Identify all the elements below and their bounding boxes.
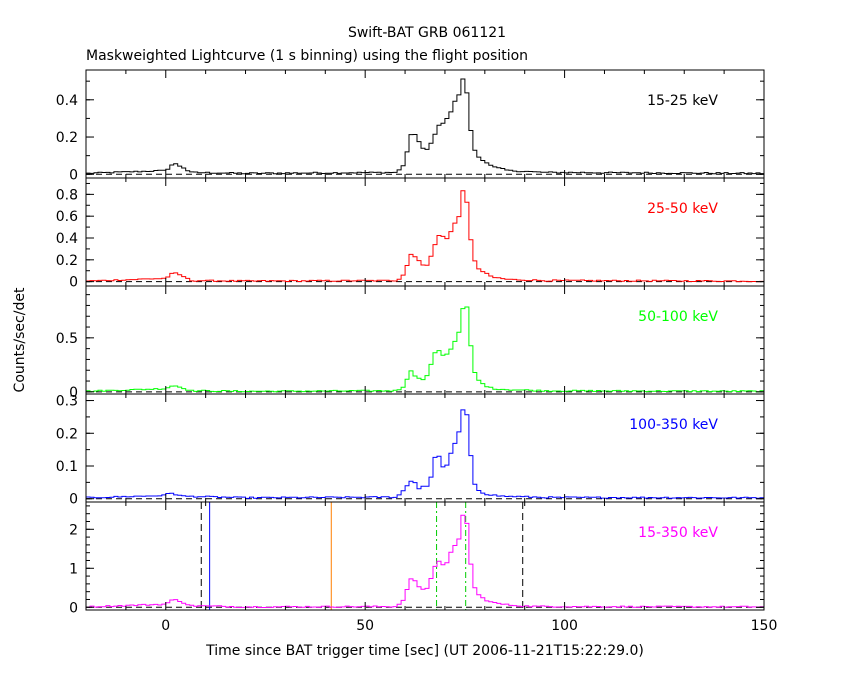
y-tick-label: 0.4 — [56, 93, 78, 109]
y-tick-label: 0.5 — [56, 331, 78, 347]
panel-0: 0 0.2 0.4 15-25 keV — [56, 69, 765, 183]
lightcurve-line — [86, 190, 764, 283]
panel-3: 0 0.1 0.2 0.3 100-350 keV — [56, 393, 765, 508]
y-tick-label: 1 — [69, 561, 78, 577]
band-label: 15-25 keV — [647, 93, 718, 109]
y-tick-label: 0 — [69, 600, 78, 616]
panel-1: 0 0.2 0.4 0.6 0.8 25-50 keV — [56, 177, 765, 291]
panel-frame — [85, 69, 765, 179]
chart-subtitle: Maskweighted Lightcurve (1 s binning) us… — [86, 48, 528, 64]
lightcurve-line — [86, 78, 764, 175]
band-label: 25-50 keV — [647, 201, 718, 217]
y-tick-label: 0 — [69, 275, 78, 291]
chart-title: Swift-BAT GRB 061121 — [348, 25, 506, 41]
lightcurve-line — [86, 306, 764, 393]
x-tick-label: 100 — [551, 618, 578, 634]
y-tick-label: 0.3 — [56, 394, 78, 410]
y-tick-label: 0 — [69, 385, 78, 401]
panel-2: 0 0.5 50-100 keV — [56, 285, 765, 401]
y-tick-label: 0.2 — [56, 130, 78, 146]
y-tick-label: 0.8 — [56, 187, 78, 203]
y-tick-label: 0.4 — [56, 231, 78, 247]
y-tick-label: 0.2 — [56, 426, 78, 442]
y-tick-label: 0.2 — [56, 253, 78, 269]
band-label: 100-350 keV — [629, 417, 718, 433]
band-label: 15-350 keV — [638, 525, 718, 541]
band-label: 50-100 keV — [638, 309, 718, 325]
y-tick-label: 0.1 — [56, 459, 78, 475]
x-axis-label: Time since BAT trigger time [sec] (UT 20… — [205, 643, 644, 659]
y-tick-label: 0.6 — [56, 209, 78, 225]
x-tick-label: 150 — [751, 618, 778, 634]
y-tick-label: 2 — [69, 522, 78, 538]
y-axis-label: Counts/sec/det — [12, 287, 28, 392]
panel-frame — [85, 177, 765, 287]
panel-frame — [85, 501, 765, 611]
panel-4: 0 1 2 15-350 keV — [69, 501, 765, 616]
lightcurve-line — [86, 409, 764, 499]
y-tick-label: 0 — [69, 492, 78, 508]
y-tick-label: 0 — [69, 167, 78, 183]
x-tick-label: 0 — [161, 618, 170, 634]
x-tick-label: 50 — [356, 618, 374, 634]
